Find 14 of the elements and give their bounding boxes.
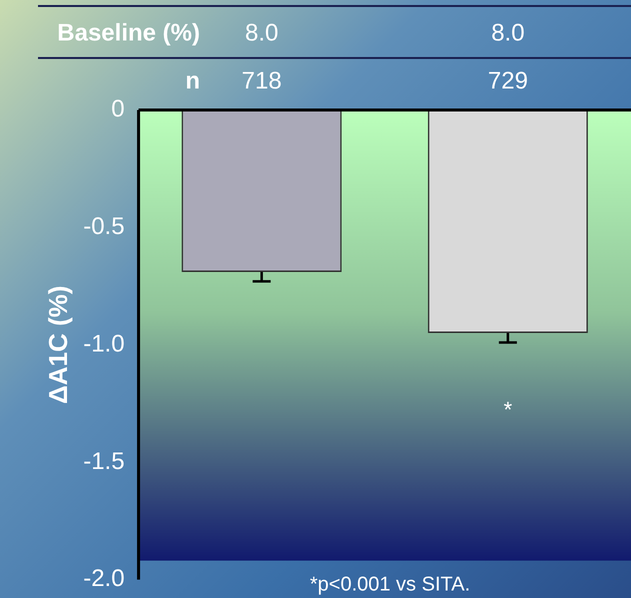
annotation: * xyxy=(504,397,513,422)
y-axis-title: ΔA1C (%) xyxy=(42,286,73,404)
text: 8.0 xyxy=(491,20,525,47)
y-tick-label: -0.5 xyxy=(83,213,125,240)
y-tick-label: 0 xyxy=(111,96,125,123)
y-tick-label: -1.0 xyxy=(83,330,125,358)
text: 718 xyxy=(242,68,282,95)
y-tick-label: -2.0 xyxy=(83,565,125,592)
text: 729 xyxy=(488,68,528,95)
text: n xyxy=(185,68,200,95)
text: 8.0 xyxy=(244,20,278,47)
text: Baseline (%) xyxy=(57,20,200,47)
annotation: *p<0.001 vs SITA. xyxy=(310,574,470,596)
y-tick-label: -1.5 xyxy=(83,448,125,475)
